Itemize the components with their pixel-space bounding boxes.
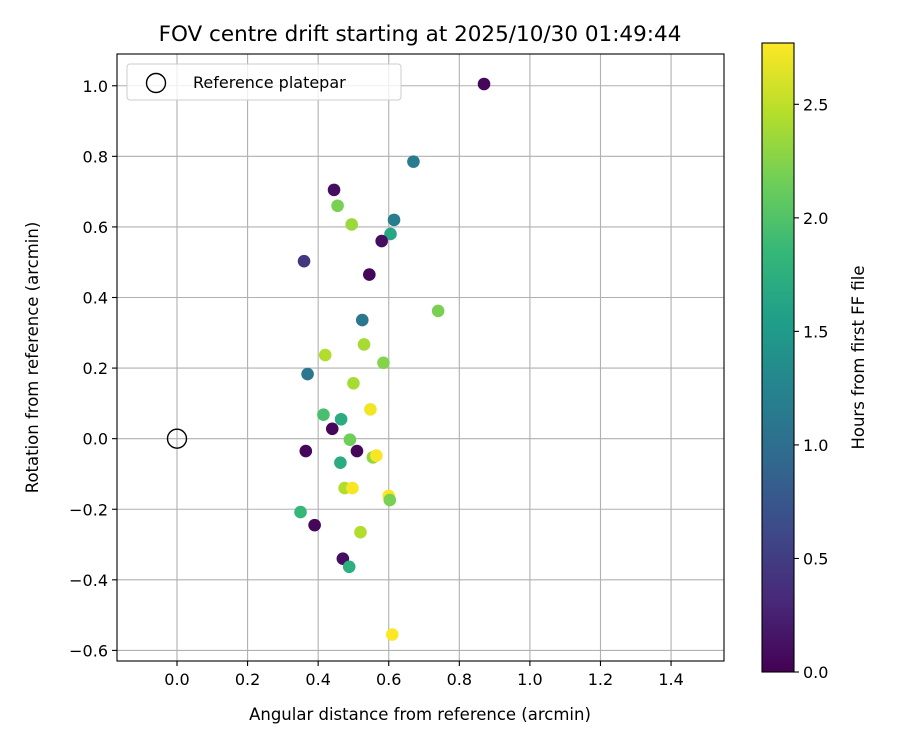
scatter-point [294, 505, 307, 519]
scatter-point [301, 367, 314, 381]
scatter-point [331, 199, 344, 213]
plot-frame [116, 53, 725, 662]
x-tick-label: 0.6 [376, 670, 401, 689]
y-tick-label: 1.0 [83, 77, 108, 96]
x-axis-ticks: 0.0 0.2 0.4 0.6 0.8 1.0 1.2 1.4 [164, 661, 684, 689]
x-tick-label: 1.2 [588, 670, 613, 689]
scatter-point [477, 77, 491, 91]
y-tick-label: 0.8 [83, 147, 108, 166]
scatter-point [383, 493, 397, 507]
scatter-point [297, 254, 311, 268]
chart-title: FOV centre drift starting at 2025/10/30 … [159, 22, 682, 47]
x-tick-label: 1.4 [658, 670, 683, 689]
scatter-point [318, 348, 332, 362]
scatter-point [350, 444, 364, 458]
y-tick-label: −0.4 [69, 571, 108, 590]
x-axis-label: Angular distance from reference (arcmin) [249, 705, 591, 724]
y-tick-label: 0.2 [83, 359, 108, 378]
colorbar-tick-label: 1.0 [803, 436, 828, 455]
x-tick-label: 0.2 [235, 670, 260, 689]
y-axis-label: Rotation from reference (arcmin) [23, 222, 42, 494]
colorbar-tick-label: 0.0 [803, 663, 828, 682]
y-tick-label: 0.6 [83, 218, 108, 237]
scatter-point [387, 213, 401, 227]
scatter-point [370, 449, 383, 462]
y-tick-label: 0.4 [83, 289, 108, 308]
y-axis-ticks: −0.6 −0.4 −0.2 0.0 0.2 0.4 0.6 0.8 1.0 [69, 77, 117, 660]
scatter-point [407, 155, 420, 168]
scatter-point [364, 403, 377, 416]
x-tick-label: 0.8 [447, 670, 472, 689]
x-tick-label: 0.4 [305, 670, 330, 689]
scatter-point [317, 408, 330, 421]
colorbar-tick-label: 2.5 [803, 95, 828, 114]
y-tick-label: −0.6 [69, 641, 108, 660]
scatter-point [308, 518, 321, 532]
legend-label: Reference platepar [193, 73, 346, 92]
scatter-point [299, 444, 313, 458]
x-tick-label: 0.0 [164, 670, 189, 689]
scatter-point [355, 313, 369, 327]
scatter-point [375, 234, 388, 248]
legend-marker-icon [145, 72, 167, 94]
scatter-point [377, 356, 390, 370]
legend: Reference platepar [126, 63, 402, 101]
colorbar-ticks: 0.0 0.5 1.0 1.5 2.0 2.5 [794, 95, 828, 682]
scatter-point [342, 560, 356, 574]
scatter-point [354, 525, 367, 539]
reference-point-marker [166, 428, 188, 449]
colorbar-frame [761, 42, 795, 673]
scatter-point [431, 304, 445, 318]
scatter-point [385, 628, 399, 641]
scatter-point [334, 456, 347, 469]
colorbar-label: Hours from first FF file [849, 265, 868, 449]
colorbar-tick-label: 1.5 [803, 322, 828, 341]
scatter-point [363, 268, 376, 281]
scatter-point [347, 376, 360, 390]
scatter-point [345, 218, 358, 231]
x-tick-label: 1.0 [517, 670, 542, 689]
colorbar-tick-label: 0.5 [803, 549, 828, 568]
colorbar: 0.0 0.5 1.0 1.5 2.0 2.5 Hours from first FF f… [761, 42, 868, 682]
scatter-point [343, 433, 357, 447]
scatter-point [346, 481, 359, 495]
scatter-point [334, 412, 348, 426]
scatter-point [357, 338, 371, 351]
y-tick-label: 0.0 [83, 430, 108, 449]
scatter-point [325, 422, 339, 436]
data-points [294, 77, 491, 641]
scatter-point [327, 183, 341, 197]
scatter-point [384, 227, 397, 241]
legend-box [126, 63, 402, 101]
y-tick-label: −0.2 [69, 500, 108, 519]
colorbar-fill [762, 43, 794, 672]
colorbar-tick-label: 2.0 [803, 209, 828, 228]
grid [117, 54, 724, 661]
